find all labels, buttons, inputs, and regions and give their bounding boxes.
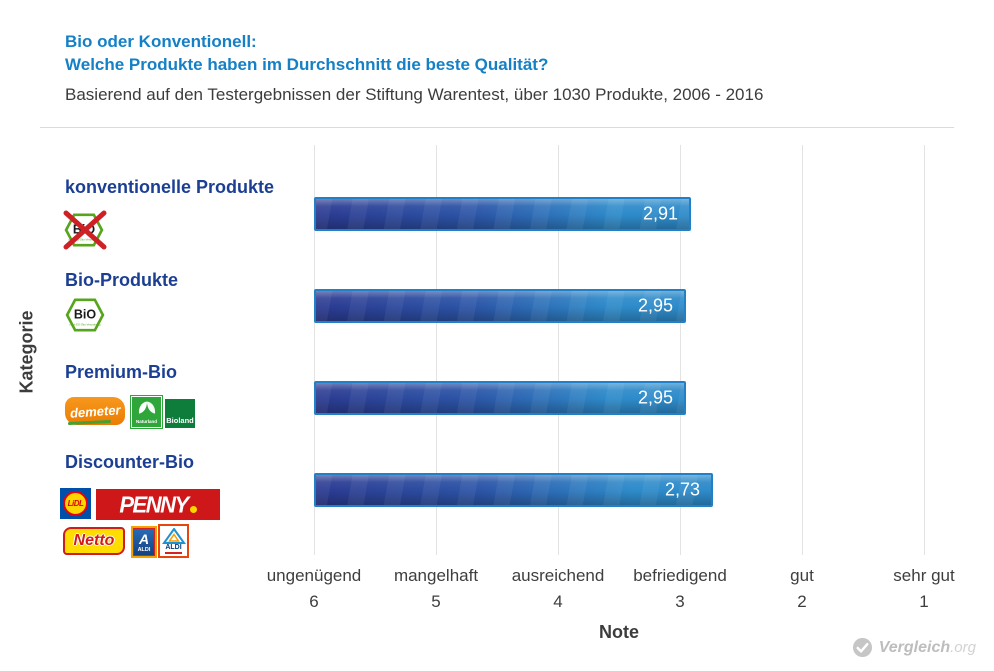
x-tick-label: ausreichend	[511, 566, 605, 585]
watermark: Vergleich.org	[852, 637, 976, 658]
category-label-discounter-bio: Discounter-Bio	[65, 452, 195, 472]
bar-premium-bio: 2,95	[314, 381, 686, 415]
page-title: Bio oder Konventionell: Welche Produkte …	[65, 30, 548, 76]
title-line-2: Welche Produkte haben im Durchschnitt di…	[65, 55, 549, 74]
bio-seal-logo: BiO nach EG-Öko-Verordnung	[64, 296, 108, 334]
category-label-bio: Bio-Produkte	[65, 270, 179, 290]
penny-logo: PENNY	[96, 489, 220, 520]
subtitle: Basierend auf den Testergebnissen der St…	[65, 85, 764, 104]
netto-logo: Netto	[63, 527, 125, 555]
red-cross-icon	[63, 210, 107, 250]
x-tick-gut: gut 2	[732, 566, 872, 612]
header-divider	[40, 127, 954, 128]
gridline	[314, 145, 315, 555]
gridline	[680, 145, 681, 555]
demeter-logo: demeter	[65, 397, 125, 425]
bio-seal-crossed-logo: BiO nach EG-Öko-Verordnung	[63, 210, 107, 250]
x-tick-grade: 6	[309, 592, 319, 611]
x-tick-label: ungenügend	[266, 566, 362, 585]
bar-value: 2,91	[642, 203, 678, 224]
svg-text:nach EG-Öko-Verordnung: nach EG-Öko-Verordnung	[69, 238, 100, 242]
x-tick-grade: 1	[919, 592, 929, 611]
x-tick-label: befriedigend	[633, 566, 727, 585]
category-label-premium-bio: Premium-Bio	[65, 362, 178, 382]
gridline	[924, 145, 925, 555]
x-tick-grade: 5	[431, 592, 441, 611]
checkmark-circle-icon	[852, 637, 872, 658]
x-tick-ungenuegend: ungenügend 6	[244, 566, 384, 612]
gridline	[558, 145, 559, 555]
svg-text:BiO: BiO	[74, 308, 97, 322]
title-line-1: Bio oder Konventionell:	[65, 32, 257, 51]
aldi-sued-logo: ALDI	[158, 524, 189, 558]
lidl-logo: LiDL	[60, 488, 91, 519]
x-tick-grade: 4	[553, 592, 563, 611]
plot-area: 2,91 2,95 2,95 2,73	[314, 145, 925, 555]
x-axis-title: Note	[599, 622, 639, 642]
category-label-konventionelle: konventionelle Produkte	[65, 177, 275, 197]
aldi-nord-logo: A ALDI	[131, 526, 157, 558]
aldi-a-glyph: A	[138, 530, 150, 547]
bar-value: 2,95	[637, 387, 673, 408]
bio-seal-icon: BiO nach EG-Öko-Verordnung	[65, 298, 105, 332]
gridline	[436, 145, 437, 555]
bar-konventionelle-produkte: 2,91	[314, 197, 691, 231]
x-tick-label: gut	[790, 566, 814, 585]
x-tick-mangelhaft: mangelhaft 5	[366, 566, 506, 612]
svg-text:nach EG-Öko-Verordnung: nach EG-Öko-Verordnung	[70, 323, 101, 327]
bar-discounter-bio: 2,73	[314, 473, 713, 507]
x-tick-label: sehr gut	[893, 566, 955, 585]
penny-dot-icon	[189, 506, 197, 513]
y-axis-label: Kategorie	[16, 310, 37, 394]
x-tick-label: mangelhaft	[393, 566, 479, 585]
x-tick-sehr-gut: sehr gut 1	[854, 566, 994, 612]
gridline	[802, 145, 803, 555]
watermark-suffix: .org	[950, 638, 976, 656]
x-tick-ausreichend: ausreichend 4	[488, 566, 628, 612]
bar-bio-produkte: 2,95	[314, 289, 686, 323]
lidl-circle-icon: LiDL	[63, 491, 88, 516]
mountain-icon	[161, 528, 186, 544]
x-tick-grade: 3	[675, 592, 685, 611]
x-tick-befriedigend: befriedigend 3	[610, 566, 750, 612]
naturland-logo: Naturland	[131, 396, 162, 428]
bar-value: 2,95	[637, 295, 673, 316]
x-tick-grade: 2	[797, 592, 807, 611]
bioland-logo: Bioland	[165, 399, 195, 428]
leaf-icon	[138, 401, 155, 414]
watermark-brand: Vergleich	[878, 638, 951, 656]
bar-value: 2,73	[664, 479, 700, 500]
